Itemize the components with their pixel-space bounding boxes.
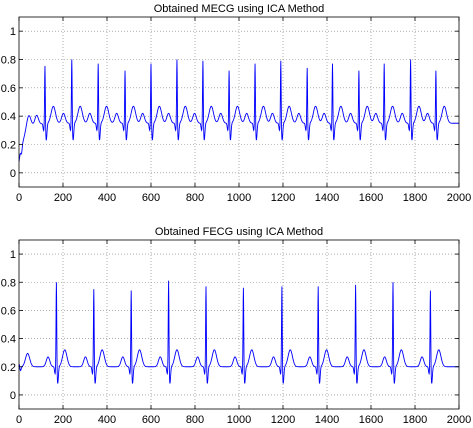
y-tick-label-1-3: 0.6 xyxy=(1,305,16,317)
x-tick-label-0-10: 2000 xyxy=(447,192,471,204)
x-tick-label-1-6: 1200 xyxy=(271,414,295,426)
chart-title-1: Obtained FECG using ICA Method xyxy=(155,226,323,238)
x-tick-label-0-6: 1200 xyxy=(271,192,295,204)
x-tick-label-1-2: 400 xyxy=(98,414,116,426)
series-line-1-0 xyxy=(18,280,459,384)
x-tick-label-0-7: 1400 xyxy=(315,192,339,204)
x-tick-label-0-5: 1000 xyxy=(227,192,251,204)
x-tick-label-0-9: 1800 xyxy=(403,192,427,204)
x-tick-label-1-8: 1600 xyxy=(359,414,383,426)
series-line-0-0 xyxy=(18,59,459,162)
y-tick-label-1-0: 0 xyxy=(10,390,16,402)
x-tick-label-1-7: 1400 xyxy=(315,414,339,426)
x-tick-label-0-1: 200 xyxy=(54,192,72,204)
x-tick-label-0-2: 400 xyxy=(98,192,116,204)
x-tick-label-1-0: 0 xyxy=(16,414,22,426)
y-tick-label-1-5: 1 xyxy=(10,249,16,261)
y-tick-label-1-1: 0.2 xyxy=(1,362,16,374)
y-tick-label-0-5: 1 xyxy=(10,26,16,38)
x-tick-label-1-1: 200 xyxy=(54,414,72,426)
x-tick-label-1-5: 1000 xyxy=(227,414,251,426)
x-tick-label-0-4: 800 xyxy=(186,192,204,204)
x-tick-label-1-10: 2000 xyxy=(447,414,471,426)
x-tick-label-0-0: 0 xyxy=(16,192,22,204)
x-tick-label-0-3: 600 xyxy=(142,192,160,204)
y-tick-label-0-0: 0 xyxy=(10,168,16,180)
x-tick-label-1-3: 600 xyxy=(142,414,160,426)
x-tick-label-1-9: 1800 xyxy=(403,414,427,426)
y-tick-label-0-1: 0.2 xyxy=(1,140,16,152)
chart-title-0: Obtained MECG using ICA Method xyxy=(154,3,325,15)
y-tick-label-0-3: 0.6 xyxy=(1,83,16,95)
y-tick-label-0-4: 0.8 xyxy=(1,55,16,67)
y-tick-label-1-2: 0.4 xyxy=(1,334,16,346)
y-tick-label-0-2: 0.4 xyxy=(1,111,16,123)
x-tick-label-0-8: 1600 xyxy=(359,192,383,204)
x-tick-label-1-4: 800 xyxy=(186,414,204,426)
y-tick-label-1-4: 0.8 xyxy=(1,277,16,289)
